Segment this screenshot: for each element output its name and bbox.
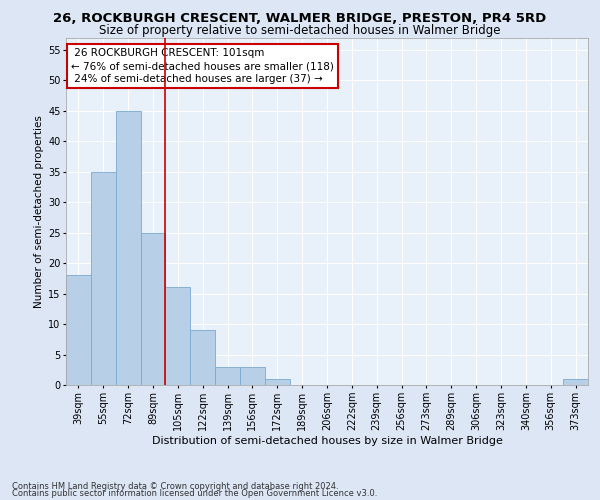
Text: Contains public sector information licensed under the Open Government Licence v3: Contains public sector information licen… (12, 490, 377, 498)
Bar (240, 366, 265, 385)
Text: 26 ROCKBURGH CRESCENT: 101sqm
← 76% of semi-detached houses are smaller (118)
 2: 26 ROCKBURGH CRESCENT: 101sqm ← 76% of s… (71, 48, 334, 84)
Bar (116, 110, 140, 385)
Bar (91, 172, 116, 385)
Text: Contains HM Land Registry data © Crown copyright and database right 2024.: Contains HM Land Registry data © Crown c… (12, 482, 338, 491)
Bar (190, 330, 215, 385)
Bar (166, 288, 190, 385)
Text: Size of property relative to semi-detached houses in Walmer Bridge: Size of property relative to semi-detach… (99, 24, 501, 37)
Bar (563, 379, 588, 385)
Bar (265, 379, 290, 385)
Bar (66, 276, 91, 385)
Y-axis label: Number of semi-detached properties: Number of semi-detached properties (34, 115, 44, 308)
Bar (215, 366, 240, 385)
X-axis label: Distribution of semi-detached houses by size in Walmer Bridge: Distribution of semi-detached houses by … (152, 436, 502, 446)
Text: 26, ROCKBURGH CRESCENT, WALMER BRIDGE, PRESTON, PR4 5RD: 26, ROCKBURGH CRESCENT, WALMER BRIDGE, P… (53, 12, 547, 26)
Bar (140, 232, 166, 385)
